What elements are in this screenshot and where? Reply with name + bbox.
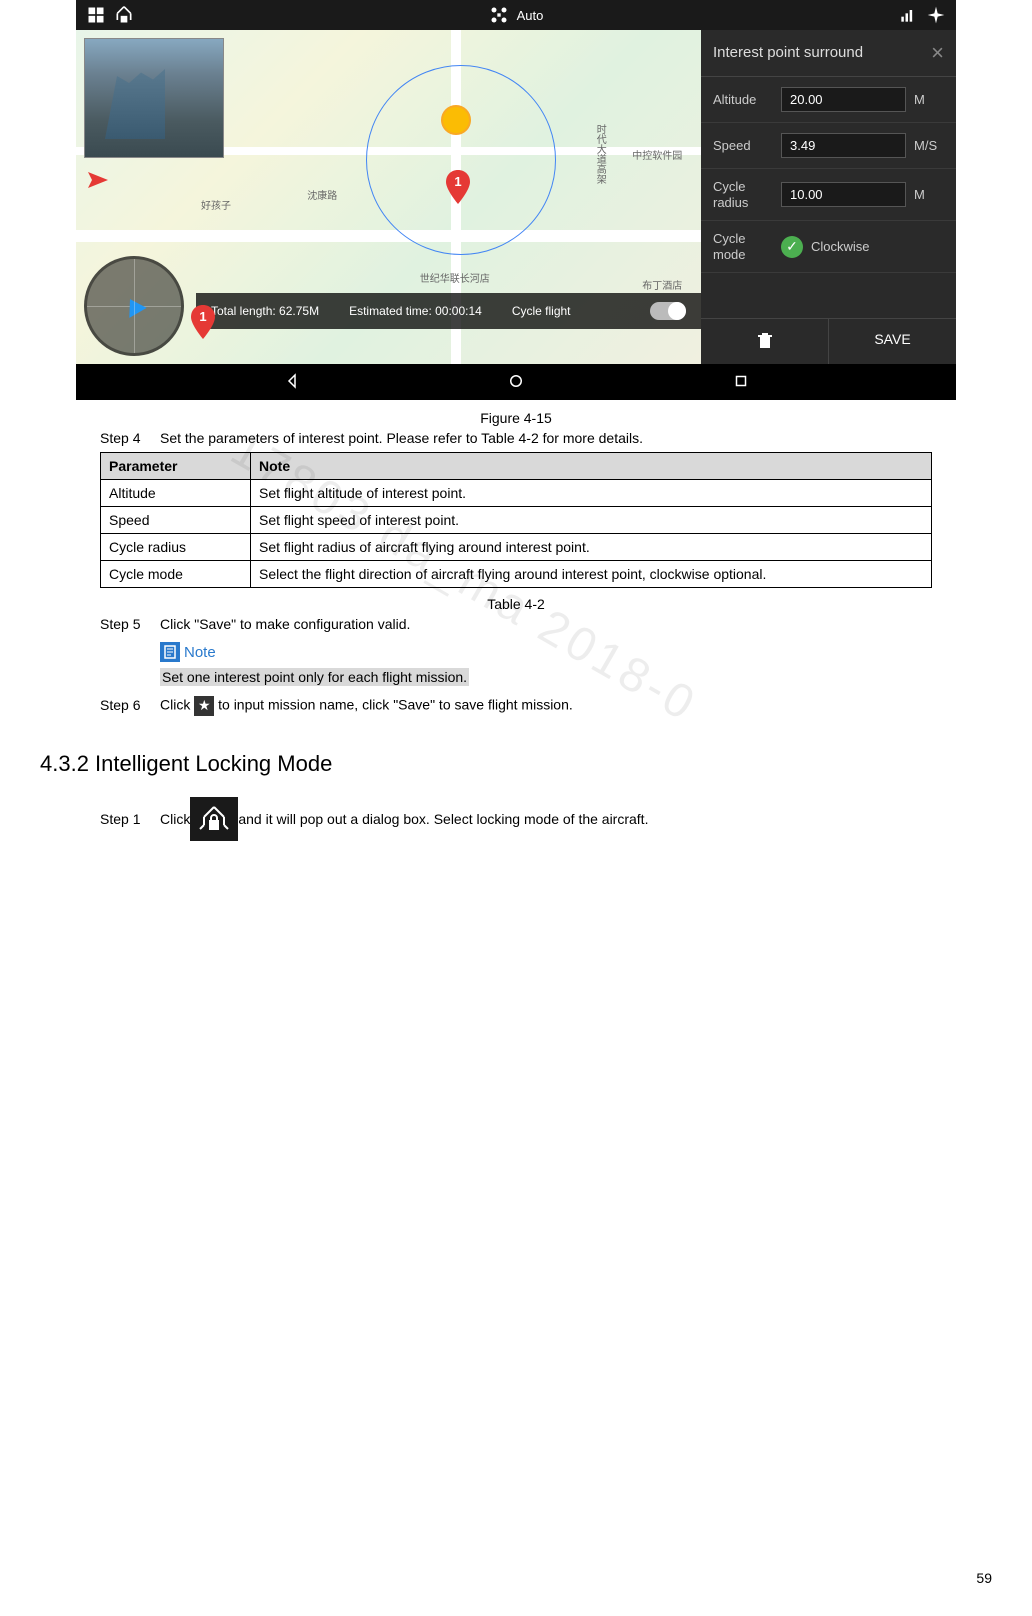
table-row: Speed Set flight speed of interest point… <box>101 507 932 534</box>
step-5-label: Step 5 <box>100 616 160 632</box>
save-button[interactable]: SAVE <box>829 319 956 364</box>
compass-widget[interactable] <box>84 256 184 356</box>
speed-unit: M/S <box>914 138 944 153</box>
radius-input[interactable]: 10.00 <box>781 182 906 207</box>
signal-icon <box>898 5 918 25</box>
android-home-icon[interactable] <box>507 372 525 393</box>
table-header-param: Parameter <box>101 453 251 480</box>
cycle-flight-label: Cycle flight <box>512 304 571 318</box>
step-4-text: Set the parameters of interest point. Pl… <box>160 430 643 446</box>
phone-status-bar: Auto <box>76 0 956 30</box>
page-number: 59 <box>976 1570 992 1586</box>
table-header-note: Note <box>251 453 932 480</box>
step-4-label: Step 4 <box>100 430 160 446</box>
total-length-label: Total length: 62.75M <box>211 304 319 318</box>
svg-text:1: 1 <box>199 309 206 324</box>
speed-input[interactable]: 3.49 <box>781 133 906 158</box>
figure-caption: Figure 4-15 <box>40 410 992 426</box>
lock-mode-inline-icon <box>190 797 238 841</box>
map-vertical-label: 时代大道高架 <box>592 124 607 184</box>
android-nav-bar <box>76 364 956 400</box>
step-6-text-before: Click <box>160 697 194 713</box>
radius-row: Cycle radius 10.00 M <box>701 169 956 221</box>
step-1-line-432: Step 1 Click and it will pop out a dialo… <box>100 797 952 841</box>
step-5-text: Click "Save" to make configuration valid… <box>160 616 410 632</box>
android-recent-icon[interactable] <box>732 372 750 393</box>
mode-value: Clockwise <box>811 239 870 254</box>
table-row: Cycle radius Set flight radius of aircra… <box>101 534 932 561</box>
map-view[interactable]: 1 沈康路 世纪华联长河店 时代大道高架 中控软件园 好孩子 布丁酒店 Tota… <box>76 30 701 364</box>
close-icon[interactable]: × <box>931 40 944 66</box>
step-6-text-after: to input mission name, click "Save" to s… <box>214 697 573 713</box>
trash-icon <box>757 331 773 349</box>
step-6-line: Step 6Click to input mission name, click… <box>100 696 952 716</box>
svg-text:1: 1 <box>454 174 461 189</box>
step-1-text-after: and it will pop out a dialog box. Select… <box>238 811 648 827</box>
params-table: Parameter Note Altitude Set flight altit… <box>100 452 932 588</box>
note-block: Note Set one interest point only for eac… <box>160 642 992 686</box>
menu-icon <box>86 5 106 25</box>
radius-label: Cycle radius <box>713 179 773 210</box>
note-text: Set one interest point only for each fli… <box>160 668 469 686</box>
gps-icon <box>926 5 946 25</box>
aircraft-heading-arrow <box>84 170 108 193</box>
altitude-row: Altitude 20.00 M <box>701 77 956 123</box>
step-5-line: Step 5Click "Save" to make configuration… <box>100 616 952 632</box>
app-screenshot-figure: Auto 1 沈康路 <box>76 0 956 400</box>
lock-mode-icon <box>114 5 134 25</box>
map-label-2: 中控软件园 <box>632 147 682 162</box>
radius-unit: M <box>914 187 944 202</box>
waypoint-marker-1[interactable]: 1 <box>446 170 470 204</box>
map-spot-label: 世纪华联长河店 <box>420 270 490 285</box>
mode-row: Cycle mode ✓ Clockwise <box>701 221 956 273</box>
map-label-4: 布丁酒店 <box>642 277 682 292</box>
interest-point-panel: Interest point surround × Altitude 20.00… <box>701 30 956 364</box>
step-6-label: Step 6 <box>100 697 160 713</box>
step-1-label-432: Step 1 <box>100 811 160 827</box>
mode-label: Cycle mode <box>713 231 773 262</box>
altitude-unit: M <box>914 92 944 107</box>
camera-preview[interactable] <box>84 38 224 158</box>
star-icon <box>194 696 214 716</box>
flight-path-circle <box>366 65 556 255</box>
panel-title: Interest point surround <box>713 43 931 63</box>
android-back-icon[interactable] <box>283 372 301 393</box>
map-street-label: 沈康路 <box>307 187 337 202</box>
speed-row: Speed 3.49 M/S <box>701 123 956 169</box>
table-row: Altitude Set flight altitude of interest… <box>101 480 932 507</box>
flight-info-bar: Total length: 62.75M Estimated time: 00:… <box>196 293 701 329</box>
table-caption: Table 4-2 <box>40 596 992 612</box>
flight-mode-label: Auto <box>517 8 544 23</box>
step-4-line: Step 4Set the parameters of interest poi… <box>100 430 952 446</box>
speed-label: Speed <box>713 138 773 154</box>
note-label: Note <box>184 644 216 661</box>
map-label-3: 好孩子 <box>201 197 231 212</box>
note-icon <box>160 642 180 662</box>
section-heading: 4.3.2 Intelligent Locking Mode <box>40 751 992 777</box>
step-1-text-before: Click <box>160 811 190 827</box>
delete-button[interactable] <box>701 319 829 364</box>
estimated-time-label: Estimated time: 00:00:14 <box>349 304 482 318</box>
clockwise-check-icon[interactable]: ✓ <box>781 236 803 258</box>
drone-status-icon <box>489 5 509 25</box>
altitude-label: Altitude <box>713 92 773 108</box>
poi-marker[interactable] <box>441 105 471 135</box>
cycle-flight-toggle[interactable] <box>650 302 686 320</box>
altitude-input[interactable]: 20.00 <box>781 87 906 112</box>
waypoint-marker-2[interactable]: 1 <box>191 305 215 339</box>
table-row: Cycle mode Select the flight direction o… <box>101 561 932 588</box>
